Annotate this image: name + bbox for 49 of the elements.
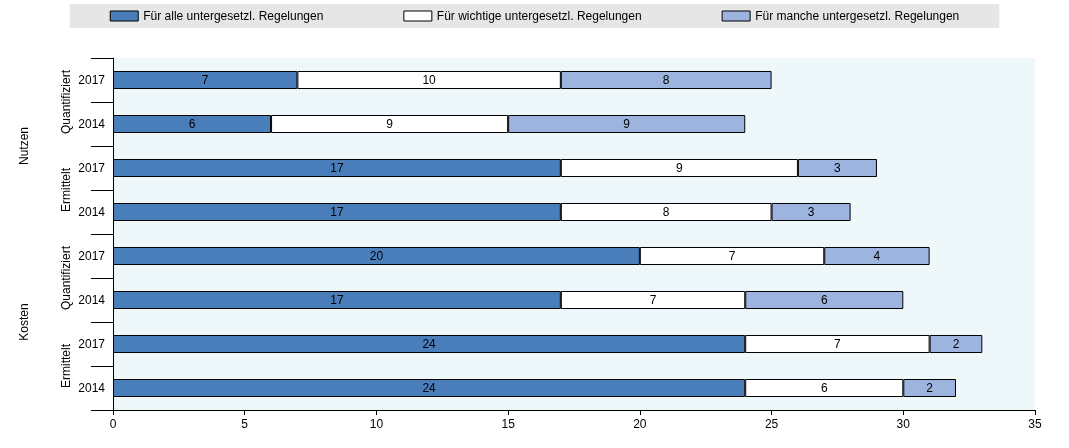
text: Ermittelt — [59, 343, 73, 389]
data-label: 2 — [952, 337, 960, 351]
x-tick-label: 10 — [369, 417, 384, 431]
y-tick-label: 2017 — [78, 73, 106, 87]
x-tick-label: 20 — [633, 417, 647, 431]
data-label: 10 — [422, 73, 437, 87]
x-tick-label: 15 — [501, 417, 516, 431]
y-tick-label: 2014 — [78, 293, 106, 307]
data-label: 17 — [330, 293, 344, 307]
text: Kosten — [17, 303, 31, 341]
data-label: 7 — [728, 249, 736, 263]
y-tick-label: 2017 — [78, 249, 106, 263]
y-tick-label: 2014 — [78, 381, 106, 395]
data-label: 7 — [834, 337, 842, 351]
x-tick-label: 0 — [109, 417, 117, 431]
legend-label: Für manche untergesetzl. Regelungen — [755, 9, 960, 23]
text: Nutzen — [17, 126, 31, 166]
data-label: 20 — [369, 249, 384, 263]
x-tick-label: 5 — [241, 417, 249, 431]
data-label: 3 — [807, 205, 815, 219]
data-label: 6 — [820, 381, 828, 395]
text: Ermittelt — [59, 167, 73, 213]
data-label: 8 — [662, 73, 670, 87]
data-label: 9 — [623, 117, 631, 131]
data-label: 17 — [330, 205, 344, 219]
legend-label: Für alle untergesetzl. Regelungen — [143, 9, 324, 23]
data-label: 9 — [676, 161, 684, 175]
data-label: 24 — [422, 381, 437, 395]
data-label: 6 — [188, 117, 196, 131]
data-label: 8 — [662, 205, 670, 219]
y-tick-label: 2014 — [78, 117, 106, 131]
x-tick-label: 35 — [1028, 417, 1042, 431]
data-label: 3 — [834, 161, 842, 175]
data-label: 9 — [386, 117, 394, 131]
y-tick-label: 2014 — [78, 205, 106, 219]
data-label: 7 — [201, 73, 209, 87]
data-label: 4 — [873, 249, 881, 263]
legend-label: Für wichtige untergesetzl. Regelungen — [436, 9, 642, 23]
y-tick-label: 2017 — [78, 161, 106, 175]
text: Quantifiziert — [59, 69, 73, 135]
data-label: 7 — [649, 293, 657, 307]
data-label: 2 — [926, 381, 934, 395]
x-tick-label: 30 — [896, 417, 911, 431]
data-label: 6 — [820, 293, 828, 307]
x-tick-label: 25 — [764, 417, 779, 431]
y-tick-label: 2017 — [78, 337, 106, 351]
text: Quantifiziert — [59, 245, 73, 311]
data-label: 17 — [330, 161, 344, 175]
data-label: 24 — [422, 337, 437, 351]
